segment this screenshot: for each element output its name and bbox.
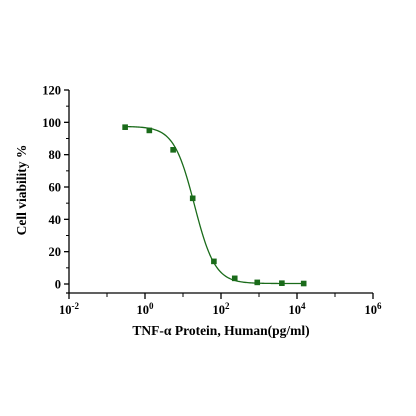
data-point: [300, 280, 307, 287]
y-tick-label: 40: [49, 213, 62, 227]
y-tick-label: 120: [42, 84, 61, 98]
x-tick-label: 10-2: [59, 301, 79, 317]
y-tick-label: 100: [42, 116, 61, 130]
data-point: [279, 280, 285, 286]
x-axis: 10-2 100 102 104 106: [59, 292, 383, 317]
x-tick-label: 102: [213, 301, 231, 317]
data-point: [254, 279, 261, 286]
x-tick-label: 106: [365, 301, 383, 317]
y-axis-title: Cell viability %: [14, 145, 29, 236]
y-tick-label: 60: [49, 181, 62, 195]
data-point: [170, 147, 176, 153]
y-axis: 0 20 40 60 80 100 120: [42, 84, 70, 293]
x-axis-title: TNF-α Protein, Human(pg/ml): [132, 323, 309, 338]
data-point: [189, 195, 196, 202]
x-tick-label: 104: [289, 301, 307, 317]
data-point: [146, 127, 153, 134]
x-tick-label: 100: [137, 301, 155, 317]
y-tick-label: 80: [49, 148, 62, 162]
y-tick-label: 20: [49, 245, 62, 259]
data-point: [231, 275, 238, 282]
y-tick-label: 0: [55, 278, 61, 292]
data-point: [211, 258, 217, 265]
data-point: [122, 124, 128, 130]
data-points-layer: [122, 124, 307, 287]
